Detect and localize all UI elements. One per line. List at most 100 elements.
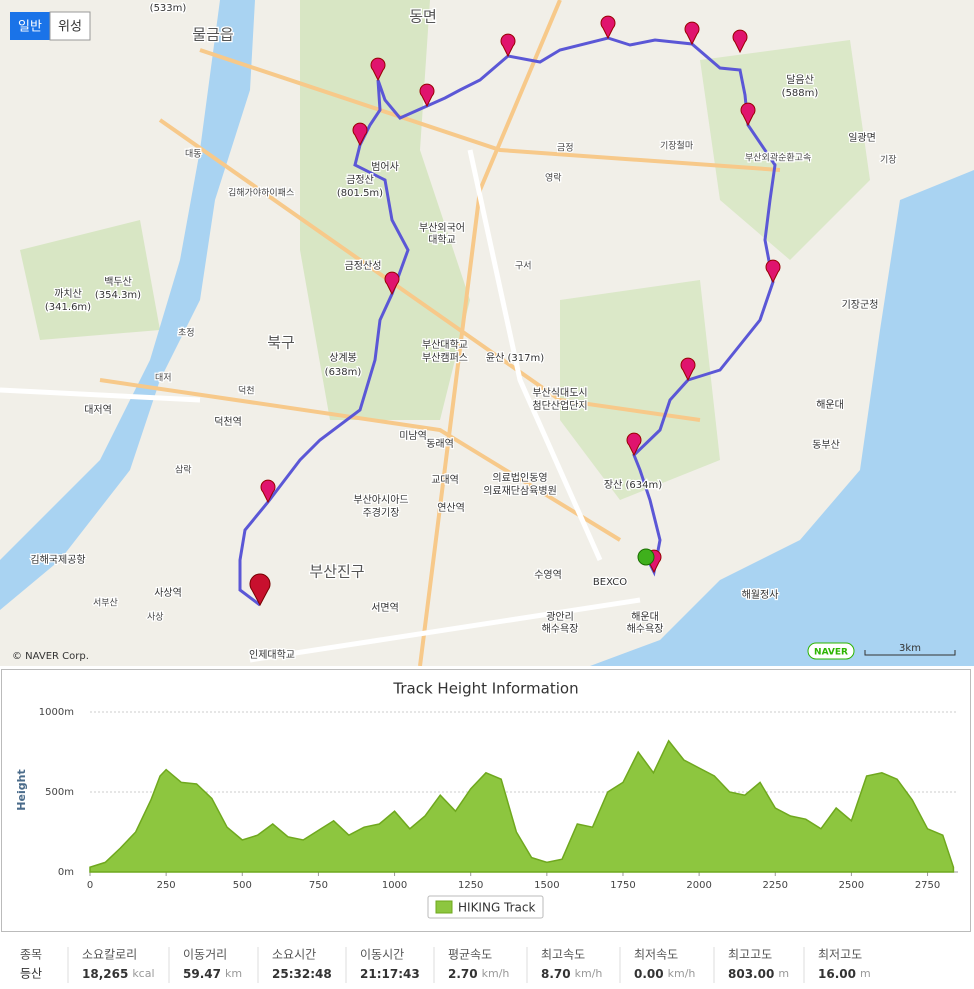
legend-box bbox=[427, 895, 544, 919]
map-label: 의료법인동영 bbox=[492, 472, 547, 484]
pin bbox=[384, 271, 400, 296]
map-label: 미남역 bbox=[399, 430, 427, 442]
map-label: 사상역 bbox=[154, 587, 182, 599]
map-label: 초정 bbox=[178, 328, 195, 339]
tab-label[interactable]: 위성 bbox=[58, 20, 82, 35]
logo-bg bbox=[807, 642, 855, 660]
stat-unit: m bbox=[860, 967, 871, 980]
map-label: 서면역 bbox=[371, 602, 399, 614]
park bbox=[300, 0, 470, 420]
x-tick-label: 750 bbox=[309, 880, 328, 891]
stat-kind-label: 종목 bbox=[20, 948, 42, 962]
logo: NAVER bbox=[814, 648, 848, 658]
map-label: 구서 bbox=[515, 261, 532, 272]
map-label: 장산 (634m) bbox=[604, 479, 662, 491]
stat-value: 21:17:43 bbox=[360, 967, 420, 981]
tab[interactable] bbox=[10, 12, 50, 40]
stat-label: 이동거리 bbox=[183, 948, 227, 962]
map-label: (638m) bbox=[325, 367, 362, 378]
stat-number: 2.70 bbox=[448, 967, 478, 981]
x-tick-label: 1250 bbox=[458, 880, 483, 891]
stat-number: 803.00 bbox=[728, 967, 774, 981]
stat-value: 8.70 km/h bbox=[541, 967, 602, 981]
pin bbox=[500, 33, 516, 58]
stat-unit: km/h bbox=[668, 967, 696, 980]
start-pin bbox=[637, 548, 655, 566]
x-tick-label: 1500 bbox=[534, 880, 559, 891]
map-label: 의료재단삼육병원 bbox=[483, 485, 557, 497]
x-tick-label: 2250 bbox=[763, 880, 788, 891]
x-tick-label: 500 bbox=[233, 880, 252, 891]
stat-unit: km/h bbox=[482, 967, 510, 980]
copyright: © NAVER Corp. bbox=[12, 651, 89, 662]
park bbox=[700, 40, 870, 260]
pin bbox=[419, 83, 435, 108]
map-label: 인제대학교 bbox=[249, 649, 295, 661]
legend-swatch bbox=[435, 900, 453, 914]
pins bbox=[249, 15, 781, 607]
chart-title: Track Height Information bbox=[392, 680, 578, 698]
stat-kind-value: 등산 bbox=[20, 967, 42, 981]
map-label: 해월정사 bbox=[742, 588, 779, 601]
stat-unit: km/h bbox=[575, 967, 603, 980]
map-label: 삼락 bbox=[175, 464, 192, 476]
stat-label: 최저속도 bbox=[634, 948, 678, 962]
map-label: 광안리 bbox=[546, 611, 574, 623]
map-label: 대저 bbox=[155, 373, 172, 384]
stat-number: 25:32:48 bbox=[272, 967, 332, 981]
pin bbox=[684, 21, 700, 46]
stat-number: 18,265 bbox=[82, 967, 128, 981]
map-label: 금정 bbox=[557, 143, 574, 154]
x-tick-label: 1750 bbox=[610, 880, 635, 891]
stat-number: 16.00 bbox=[818, 967, 856, 981]
map-label: 대저역 bbox=[84, 404, 112, 416]
map-label: 사상 bbox=[147, 612, 164, 623]
map-label: 금정산성 bbox=[345, 260, 382, 272]
map-label: (588m) bbox=[782, 88, 819, 99]
tab[interactable] bbox=[49, 11, 91, 41]
map-label: 덕천역 bbox=[214, 416, 242, 428]
map-label: 까치산 bbox=[54, 288, 82, 300]
map-label: 물금읍 bbox=[192, 26, 233, 44]
map-label: 상계봉 bbox=[329, 352, 357, 364]
map-label: (801.5m) bbox=[337, 188, 383, 199]
stat-value: 25:32:48 bbox=[272, 967, 332, 981]
map-label: 부산대학교 bbox=[422, 339, 468, 351]
stat-value: 0.00 km/h bbox=[634, 967, 695, 981]
stat-value: 59.47 km bbox=[183, 967, 242, 981]
pin bbox=[680, 357, 696, 382]
map-label: 달음산 bbox=[786, 74, 814, 86]
pin bbox=[600, 15, 616, 40]
x-tick-label: 2500 bbox=[839, 880, 864, 891]
stat-unit: km bbox=[225, 967, 242, 980]
map-label: (533m) bbox=[150, 3, 187, 14]
map-label: 일광면 bbox=[848, 132, 876, 144]
tab-label[interactable]: 일반 bbox=[18, 20, 42, 35]
map-label: 기장 bbox=[880, 155, 897, 166]
pin bbox=[740, 102, 756, 127]
park bbox=[560, 280, 720, 500]
scale-label: 3km bbox=[899, 643, 921, 654]
y-tick-label: 1000m bbox=[39, 707, 74, 718]
map-label: 김해가야하이패스 bbox=[228, 187, 294, 199]
stat-label: 최고고도 bbox=[728, 948, 772, 962]
stat-label: 최저고도 bbox=[818, 948, 862, 962]
end-pin bbox=[249, 573, 271, 607]
stat-value: 16.00 m bbox=[818, 967, 871, 981]
map-label: 교대역 bbox=[431, 474, 459, 486]
sea bbox=[590, 170, 974, 666]
map-label: 해수욕장 bbox=[542, 622, 579, 635]
road bbox=[0, 149, 641, 663]
stat-value: 2.70 km/h bbox=[448, 967, 509, 981]
map-label: 동면 bbox=[409, 8, 437, 26]
road bbox=[99, 0, 781, 666]
legend-label: HIKING Track bbox=[458, 901, 536, 915]
map-label: 첨단산업단지 bbox=[532, 399, 587, 412]
stat-value: 18,265 kcal bbox=[82, 967, 155, 981]
stat-label: 이동시간 bbox=[360, 948, 404, 962]
map-label: 수영역 bbox=[534, 569, 562, 581]
area bbox=[89, 739, 955, 873]
map-label: 해수욕장 bbox=[627, 622, 664, 635]
map-label: 부산진구 bbox=[309, 563, 364, 581]
map-label: 부산외국어 bbox=[419, 222, 465, 234]
